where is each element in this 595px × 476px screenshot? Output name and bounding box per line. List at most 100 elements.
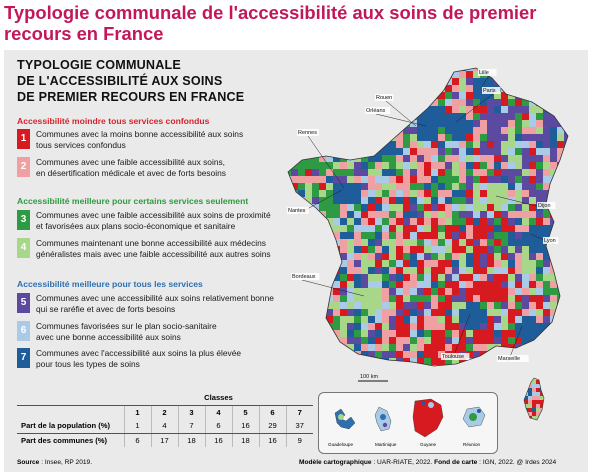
table-column-header: 5 — [231, 405, 259, 419]
table-cell: 17 — [150, 433, 178, 447]
reunion-map — [462, 406, 486, 428]
source-note: Source : Insee, RP 2019. — [17, 459, 92, 466]
city-label-bg — [441, 353, 470, 360]
legend-section-heading: Accessibilité moindre tous services conf… — [17, 116, 210, 126]
guadeloupe-map — [334, 408, 356, 430]
france-map: Lille Paris Rouen Orléans Rennes Nantes Dijon L… — [287, 67, 569, 382]
table-cell: 16 — [231, 419, 259, 434]
map-title-line: DE L'ACCESSIBILITÉ AUX SOINS — [17, 74, 223, 88]
scale-label: 100 km — [360, 374, 378, 380]
credits-note: Modèle cartographique : UAR-RIATE, 2022.… — [299, 459, 556, 466]
page-title: Typologie communale de l'accessibilité a… — [4, 2, 537, 44]
city-leader-line — [481, 75, 490, 87]
table-column-header: 4 — [204, 405, 232, 419]
legend-line: tous services confondus — [36, 139, 126, 150]
city-label: Dijon — [538, 203, 551, 209]
table-row-label: Part des communes (%) — [21, 435, 108, 445]
legend-line: Communes avec l'accessibilité aux soins … — [36, 348, 242, 358]
city-label: Bordeaux — [292, 274, 316, 280]
corsica-map — [523, 377, 545, 421]
class-badge: 7 — [17, 348, 30, 368]
legend-item-text: Communes maintenant une bonne accessibil… — [36, 238, 271, 259]
city-label-bg — [287, 207, 309, 214]
table-column-header: 6 — [258, 405, 286, 419]
table-cell: 4 — [150, 419, 178, 434]
credit-text: : UAR-RIATE, 2022. — [371, 459, 435, 466]
legend-line: pour tous les types de soins — [36, 358, 140, 369]
table-columns-row: 1 2 3 4 5 6 7 — [17, 405, 313, 419]
table-row-label: Part de la population (%) — [17, 419, 124, 434]
class-badge: 4 — [17, 238, 30, 258]
legend-line: Communes avec une accessibilité aux soin… — [36, 293, 274, 303]
martinique-map — [374, 406, 392, 432]
city-label: Paris — [483, 88, 496, 94]
city-label: Marseille — [498, 356, 520, 362]
credit-label: Fond de carte — [434, 459, 478, 466]
legend-item-text: Communes avec une faible accessibilité a… — [36, 210, 271, 231]
legend-item-class-4: 4 Communes maintenant une bonne accessib… — [17, 238, 271, 259]
table-cell: 6 — [123, 433, 151, 447]
legend-item-class-6: 6 Communes favorisées sur le plan socio-… — [17, 321, 217, 342]
table-cell: 9 — [285, 433, 313, 447]
table-row: Part de la population (%) 1 4 7 6 16 29 … — [17, 419, 313, 434]
legend-item-text: Communes avec une faible accessibilité a… — [36, 157, 226, 178]
city-leader-line — [455, 93, 494, 123]
table-header-classes: Classes — [124, 391, 313, 406]
table-header-row: Classes — [17, 391, 313, 406]
map-title-line: TYPOLOGIE COMMUNALE — [17, 58, 182, 72]
dom-label-guadeloupe: Guadeloupe — [328, 442, 354, 447]
legend-item-class-1: 1 Communes avec la moins bonne accessibi… — [17, 129, 243, 150]
legend-line: Communes avec une faible accessibilité a… — [36, 157, 225, 167]
table-cell: 7 — [177, 419, 205, 434]
legend-line: Communes favorisées sur le plan socio-sa… — [36, 321, 217, 331]
class-badge: 6 — [17, 321, 30, 341]
city-leader-line — [385, 100, 417, 127]
city-label: Rennes — [298, 130, 317, 136]
city-label-bg — [291, 273, 320, 280]
table-cell: 18 — [177, 433, 205, 447]
source-label: Source — [17, 459, 40, 466]
city-label: Lyon — [544, 238, 556, 244]
city-label: Lille — [479, 70, 489, 76]
table-cell: 16 — [204, 433, 232, 447]
scale-bar: 100 km — [358, 374, 388, 382]
legend-item-text: Communes avec la moins bonne accessibili… — [36, 129, 243, 150]
credit-label: Modèle cartographique — [299, 459, 372, 466]
table-cell: 37 — [285, 419, 313, 434]
legend-item-class-5: 5 Communes avec une accessibilité aux so… — [17, 293, 274, 314]
credit-text: : IGN, 2022. @ Irdes 2024 — [477, 459, 557, 466]
legend-line: généralistes mais avec une faible access… — [36, 248, 271, 259]
legend-line: en désertification médicale et avec de f… — [36, 167, 226, 178]
city-label-bg — [537, 202, 556, 209]
city-label-bg — [365, 107, 391, 114]
map-title-line: DE PREMIER RECOURS EN FRANCE — [17, 90, 245, 104]
legend-item-class-2: 2 Communes avec une faible accessibilité… — [17, 157, 226, 178]
dom-label-guyane: Guyane — [420, 442, 437, 447]
class-badge: 2 — [17, 157, 30, 177]
table-cell: 18 — [231, 433, 259, 447]
table-cell: 6 — [204, 419, 232, 434]
city-label-bg — [478, 69, 497, 76]
table-column-header: 3 — [177, 405, 205, 419]
city-leader-line — [307, 135, 345, 189]
class-share-table: Classes 1 2 3 4 5 6 7 Part de la populat… — [17, 391, 313, 447]
table-row: Part des communes (%) 6 17 18 16 18 16 9 — [17, 433, 313, 447]
city-labels: Lille Paris Rouen Orléans Rennes Nantes Dijon L… — [287, 69, 559, 363]
city-label-bg — [543, 237, 559, 244]
table-column-header: 1 — [123, 405, 151, 419]
legend-section-heading: Accessibilité meilleure pour tous les se… — [17, 279, 203, 289]
legend-item-text: Communes avec l'accessibilité aux soins … — [36, 348, 241, 369]
source-text: : Insee, RP 2019. — [39, 459, 93, 466]
legend-section-heading: Accessibilité meilleure pour certains se… — [17, 196, 249, 206]
legend-line: Communes avec la moins bonne accessibili… — [36, 129, 244, 139]
table-column-header: 7 — [285, 405, 313, 419]
city-label-bg — [482, 87, 501, 94]
table-cell: 1 — [123, 419, 151, 434]
guyane-map — [412, 398, 444, 438]
legend-line: qui se raréfie et avec de forts besoins — [36, 303, 176, 314]
city-label: Rouen — [376, 95, 392, 101]
class-badge: 5 — [17, 293, 30, 313]
class-badge: 3 — [17, 210, 30, 230]
legend-item-text: Communes favorisées sur le plan socio-sa… — [36, 321, 217, 342]
legend-item-class-3: 3 Communes avec une faible accessibilité… — [17, 210, 271, 231]
